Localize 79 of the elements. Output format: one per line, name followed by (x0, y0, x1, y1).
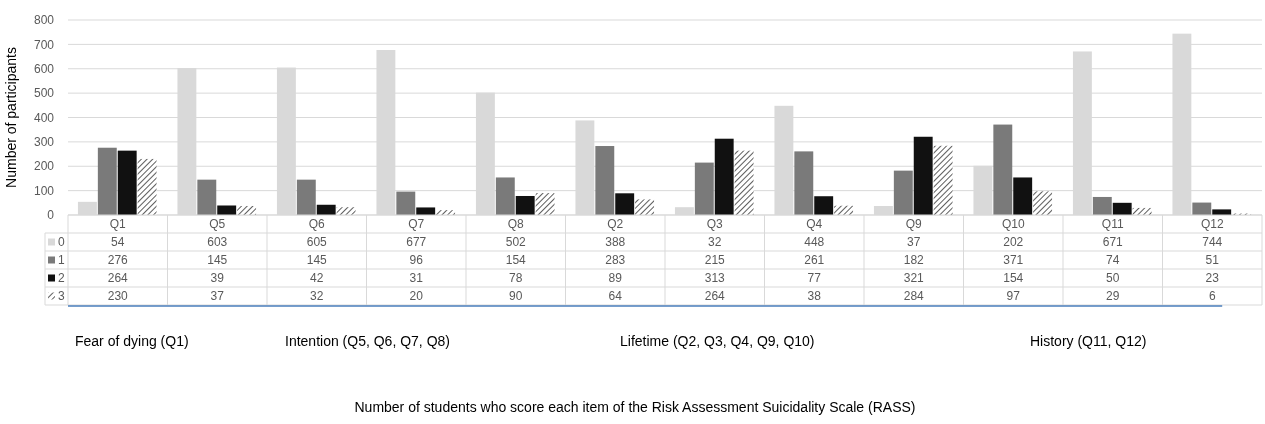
data-label: 32 (708, 235, 722, 250)
data-label: 77 (807, 271, 822, 286)
x-tick-label: Q1 (109, 217, 127, 232)
x-tick-label: Q12 (1200, 217, 1224, 232)
y-tick-label: 500 (33, 86, 55, 101)
data-label: 32 (310, 289, 324, 304)
data-label: 29 (1106, 289, 1120, 304)
x-tick-label: Q5 (209, 217, 226, 232)
data-label: 50 (1106, 271, 1120, 286)
data-label: 744 (1202, 235, 1223, 250)
y-axis-title: Number of participants (3, 47, 19, 188)
data-label: 371 (1003, 253, 1024, 268)
data-label: 448 (804, 235, 825, 250)
x-tick-label: Q8 (507, 217, 525, 232)
x-tick-label: Q9 (905, 217, 923, 232)
data-label: 605 (306, 235, 328, 250)
data-label: 64 (608, 289, 623, 304)
data-label: 276 (107, 253, 129, 268)
data-label: 230 (107, 289, 129, 304)
y-tick-label: 800 (33, 13, 55, 28)
data-label: 23 (1205, 271, 1220, 286)
text: Lifetime (Q2, Q3, Q4, Q9, Q10) (620, 333, 815, 349)
data-label: 202 (1003, 235, 1024, 250)
data-label: 31 (409, 271, 424, 286)
data-label: 37 (210, 289, 225, 304)
data-label: 145 (306, 253, 328, 268)
data-label: 42 (310, 271, 324, 286)
x-tick-label: Q2 (607, 217, 624, 232)
data-label: 154 (505, 253, 527, 268)
text: Number of students who score each item of the Risk Assessment Suicidality Scale (RASS) (354, 399, 916, 415)
data-label: 97 (1006, 289, 1021, 304)
data-label: 261 (804, 253, 825, 268)
data-label: 313 (704, 271, 726, 286)
data-label: 283 (605, 253, 626, 268)
data-label: 38 (807, 289, 822, 304)
y-tick-label: 200 (33, 159, 55, 174)
data-label: 37 (907, 235, 921, 250)
data-label: 89 (608, 271, 623, 286)
data-label: 264 (704, 289, 726, 304)
data-label: 264 (107, 271, 129, 286)
data-label: 154 (1003, 271, 1024, 286)
x-tick-label: Q6 (308, 217, 326, 232)
data-label: 74 (1106, 253, 1120, 268)
data-label: 215 (704, 253, 726, 268)
legend-label: 1 (58, 253, 65, 268)
data-label: 677 (406, 235, 427, 250)
legend-label: 2 (58, 271, 65, 286)
data-label: 388 (605, 235, 626, 250)
text: Intention (Q5, Q6, Q7, Q8) (285, 333, 450, 349)
data-label: 284 (903, 289, 925, 304)
y-tick-label: 100 (33, 183, 55, 198)
data-label: 54 (111, 235, 125, 250)
y-tick-label: 0 (47, 208, 55, 223)
data-label: 502 (505, 235, 527, 250)
data-label: 671 (1102, 235, 1124, 250)
data-label: 182 (903, 253, 925, 268)
y-tick-label: 600 (33, 61, 55, 76)
legend-label: 3 (58, 289, 65, 304)
data-label: 39 (210, 271, 225, 286)
data-label: 51 (1205, 253, 1220, 268)
data-label: 145 (207, 253, 228, 268)
x-tick-label: Q11 (1101, 217, 1124, 232)
data-label: 6 (1208, 289, 1216, 304)
data-label: 20 (409, 289, 424, 304)
data-label: 321 (903, 271, 925, 286)
legend-label: 0 (58, 235, 65, 250)
data-label: 78 (509, 271, 523, 286)
x-tick-label: Q4 (806, 217, 823, 232)
data-label: 90 (509, 289, 523, 304)
x-tick-label: Q3 (706, 217, 724, 232)
x-tick-label: Q10 (1001, 217, 1025, 232)
y-tick-label: 400 (33, 110, 55, 125)
data-label: 603 (207, 235, 228, 250)
text: Fear of dying (Q1) (75, 333, 189, 349)
x-tick-label: Q7 (408, 217, 425, 232)
y-tick-label: 700 (33, 37, 55, 52)
text: History (Q11, Q12) (1030, 333, 1147, 349)
data-label: 96 (409, 253, 424, 268)
y-tick-label: 300 (33, 135, 55, 150)
